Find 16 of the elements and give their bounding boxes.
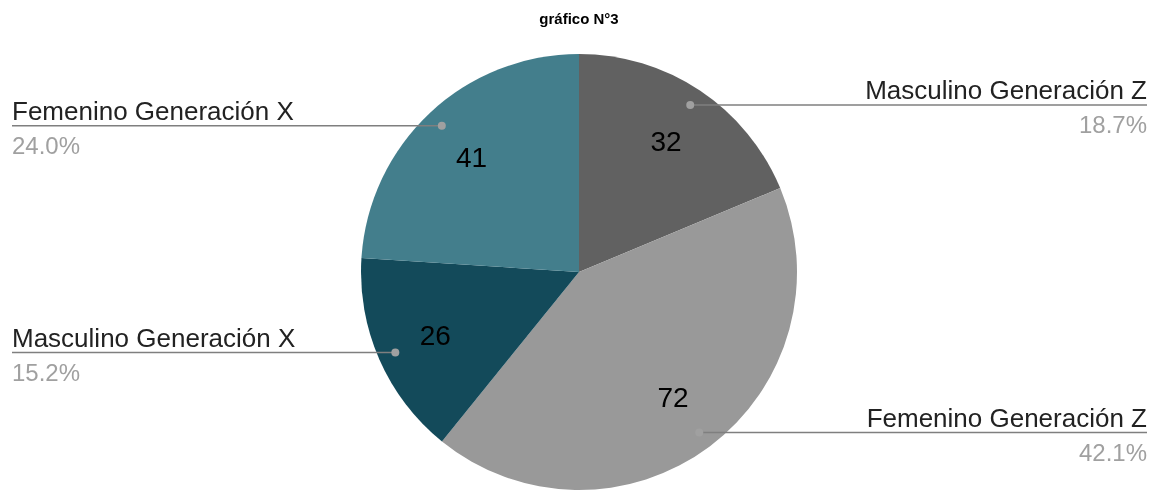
pie-slice bbox=[579, 54, 781, 272]
data-label: 26 bbox=[419, 319, 451, 351]
chart-title: gráfico N°3 bbox=[539, 10, 619, 27]
text: 15.2% bbox=[12, 358, 81, 386]
text: 42.1% bbox=[1078, 438, 1147, 466]
slice-label: Masculino Generación X bbox=[12, 322, 296, 353]
slice-label: Femenino Generación Z bbox=[866, 402, 1148, 433]
text: 18.7% bbox=[1078, 111, 1147, 139]
pie-slice bbox=[361, 257, 579, 442]
data-label: 72 bbox=[657, 382, 689, 414]
pie-slice bbox=[361, 54, 579, 272]
slice-label: Femenino Generación X bbox=[12, 95, 294, 126]
data-label: 41 bbox=[456, 142, 488, 173]
text: 24.0% bbox=[12, 131, 81, 159]
data-label: 32 bbox=[650, 125, 682, 157]
slice-label: Masculino Generación Z bbox=[865, 75, 1148, 106]
